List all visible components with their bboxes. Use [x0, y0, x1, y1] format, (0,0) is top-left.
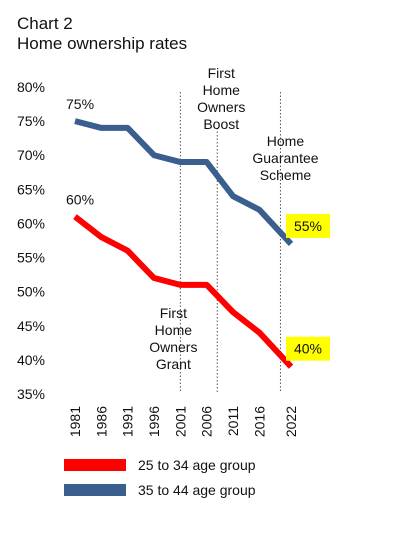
series-end-label: 40%	[294, 341, 322, 357]
y-tick-label: 65%	[17, 181, 45, 197]
series-start-label: 60%	[66, 192, 94, 208]
chart-title: Chart 2 Home ownership rates	[17, 14, 187, 54]
annotation-text: Guarantee	[252, 150, 318, 166]
legend-label: 35 to 44 age group	[138, 482, 256, 498]
chart-title-line1: Chart 2	[17, 14, 73, 33]
x-tick-label: 2016	[251, 406, 267, 437]
annotation-text: Home	[267, 133, 305, 149]
y-tick-label: 80%	[17, 79, 45, 95]
y-tick-label: 35%	[17, 386, 45, 402]
series-start-label: 75%	[66, 96, 94, 112]
legend-label: 25 to 34 age group	[138, 457, 256, 473]
annotation-text: First	[160, 305, 187, 321]
series-labels: 60% 40% 75% 55%	[66, 96, 330, 361]
legend-swatch	[64, 459, 126, 471]
y-axis-ticks: 35% 40% 45% 50% 55% 60% 65% 70% 75% 80%	[17, 79, 45, 402]
y-tick-label: 55%	[17, 250, 45, 266]
x-tick-label: 2011	[225, 406, 241, 436]
x-tick-label: 1986	[93, 406, 109, 437]
series-end-label-bg	[286, 336, 330, 361]
legend-swatch	[64, 484, 126, 496]
annotation-text: Home	[203, 82, 241, 98]
annotation-text: Grant	[156, 356, 191, 372]
y-tick-label: 60%	[17, 215, 45, 231]
series-line	[74, 118, 294, 246]
series-end-label-bg	[286, 213, 330, 238]
annotation-guides	[179, 92, 281, 392]
annotation-text: Home	[155, 322, 193, 338]
annotation-text: Owners	[197, 99, 245, 115]
y-tick-label: 70%	[17, 147, 45, 163]
annotation-text: Boost	[203, 116, 239, 132]
y-tick-label: 45%	[17, 318, 45, 334]
y-tick-label: 75%	[17, 113, 45, 129]
chart-title-line2: Home ownership rates	[17, 34, 188, 53]
series-end-label: 55%	[294, 218, 322, 234]
annotation-text: Owners	[149, 339, 197, 355]
annotation-text: First	[208, 65, 235, 81]
x-tick-label: 2006	[199, 406, 215, 437]
x-tick-label: 2022	[283, 406, 299, 437]
annotation-text: Scheme	[260, 167, 312, 183]
x-axis-ticks: 1981 1986 1991 1996 2001 2006 2011 2016 2022	[67, 406, 299, 437]
x-tick-label: 1996	[146, 406, 162, 437]
x-tick-label: 1981	[67, 406, 83, 437]
legend: 25 to 34 age group 35 to 44 age group	[64, 457, 256, 498]
x-tick-label: 2001	[172, 406, 188, 437]
annotations: FirstHomeOwnersGrantFirstHomeOwnersBoost…	[149, 65, 319, 372]
x-tick-label: 1991	[120, 406, 136, 437]
series-lines	[73, 118, 294, 369]
y-tick-label: 40%	[17, 352, 45, 368]
y-tick-label: 50%	[17, 284, 45, 300]
